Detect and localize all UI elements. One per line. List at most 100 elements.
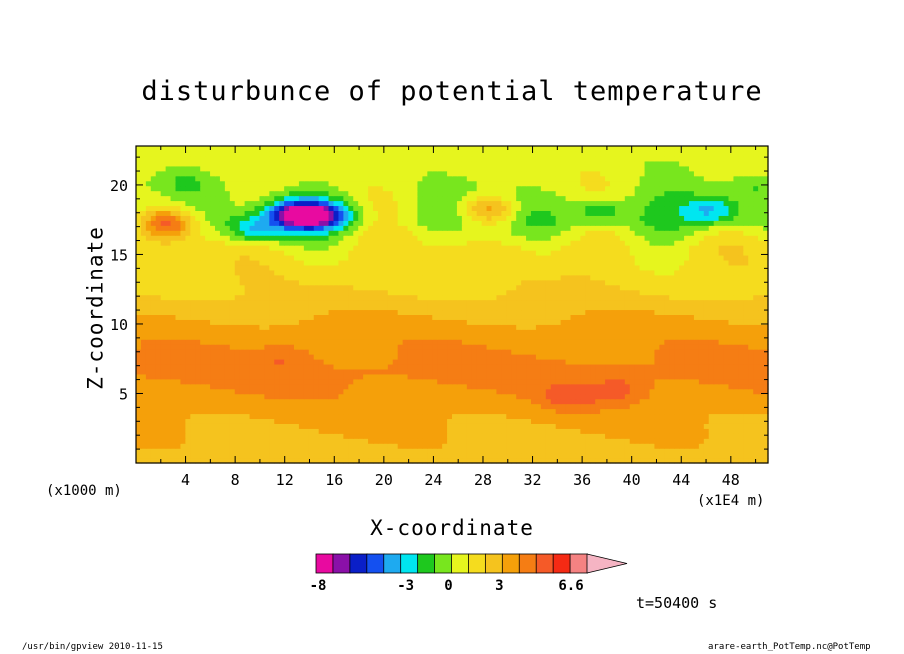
field-cell (614, 319, 621, 325)
field-cell (521, 274, 527, 281)
field-cell (516, 383, 522, 390)
field-cell (368, 438, 374, 444)
field-cell (239, 319, 246, 325)
field-cell (338, 393, 344, 400)
field-cell (259, 319, 265, 325)
field-cell (580, 279, 586, 286)
field-cell (215, 349, 221, 355)
field-cell (555, 289, 562, 296)
field-cell (407, 413, 414, 420)
field-cell (560, 314, 567, 320)
field-cell (343, 408, 349, 415)
field-cell (693, 428, 700, 434)
field-cell (679, 368, 685, 375)
field-cell (624, 448, 631, 454)
field-cell (387, 299, 394, 306)
field-cell (234, 279, 241, 286)
field-cell (294, 299, 300, 306)
field-cell (150, 289, 157, 296)
field-cell (397, 423, 404, 429)
field-cell (540, 388, 547, 395)
field-cell (491, 423, 498, 429)
field-cell (664, 304, 670, 311)
field-cell (753, 314, 759, 320)
field-cell (614, 373, 621, 380)
field-cell (600, 393, 606, 400)
field-cell (718, 349, 725, 355)
field-cell (708, 329, 715, 335)
field-cell (590, 373, 596, 380)
field-cell (595, 388, 601, 395)
field-cell (550, 358, 557, 365)
field-cell (279, 324, 285, 330)
field-cell (689, 368, 695, 375)
field-cell (693, 334, 700, 340)
field-cell (363, 368, 369, 375)
field-cell (313, 349, 320, 355)
field-cell (303, 383, 310, 390)
field-cell (540, 279, 547, 286)
field-cell (575, 324, 581, 330)
field-cell (753, 393, 759, 400)
field-cell (219, 418, 226, 424)
field-cell (298, 309, 305, 316)
field-cell (758, 358, 764, 365)
field-cell (723, 363, 730, 370)
field-cell (150, 314, 157, 320)
field-cell (298, 344, 305, 350)
field-cell (170, 408, 177, 415)
field-cell (738, 289, 744, 296)
field-cell (422, 294, 428, 301)
field-cell (669, 418, 675, 424)
field-cell (595, 299, 601, 306)
field-cell (476, 324, 483, 330)
field-cell (224, 344, 231, 350)
field-cell (684, 329, 690, 335)
field-cell (619, 403, 626, 410)
field-cell (481, 309, 488, 316)
field-cell (170, 368, 177, 375)
field-cell (531, 334, 537, 340)
field-cell (308, 363, 315, 370)
field-cell (708, 413, 715, 420)
field-cell (526, 339, 532, 345)
field-cell (298, 349, 305, 355)
field-cell (550, 428, 557, 434)
field-cell (249, 408, 256, 415)
field-cell (318, 453, 325, 459)
field-cell (659, 453, 665, 459)
field-cell (323, 418, 330, 424)
field-cell (442, 403, 448, 410)
field-cell (629, 329, 636, 335)
field-cell (284, 363, 290, 370)
field-cell (506, 309, 512, 316)
field-cell (674, 408, 680, 415)
field-cell (136, 344, 142, 350)
field-cell (407, 423, 414, 429)
field-cell (738, 403, 744, 410)
field-cell (136, 324, 142, 330)
field-cell (412, 299, 419, 306)
field-cell (180, 304, 186, 311)
field-cell (140, 329, 147, 335)
field-cell (195, 453, 201, 459)
field-cell (274, 319, 280, 325)
field-cell (373, 314, 379, 320)
field-cell (160, 304, 167, 311)
field-cell (570, 458, 577, 464)
field-cell (358, 398, 364, 405)
field-cell (718, 299, 725, 306)
field-cell (481, 349, 488, 355)
field-cell (239, 398, 246, 405)
field-cell (614, 398, 621, 405)
field-cell (432, 453, 438, 459)
field-cell (140, 339, 147, 345)
field-cell (195, 299, 201, 306)
field-cell (323, 309, 330, 316)
field-cell (689, 413, 695, 420)
field-cell (575, 358, 581, 365)
field-cell (165, 453, 172, 459)
field-cell (417, 418, 423, 424)
field-cell (195, 373, 201, 380)
field-cell (170, 274, 177, 281)
